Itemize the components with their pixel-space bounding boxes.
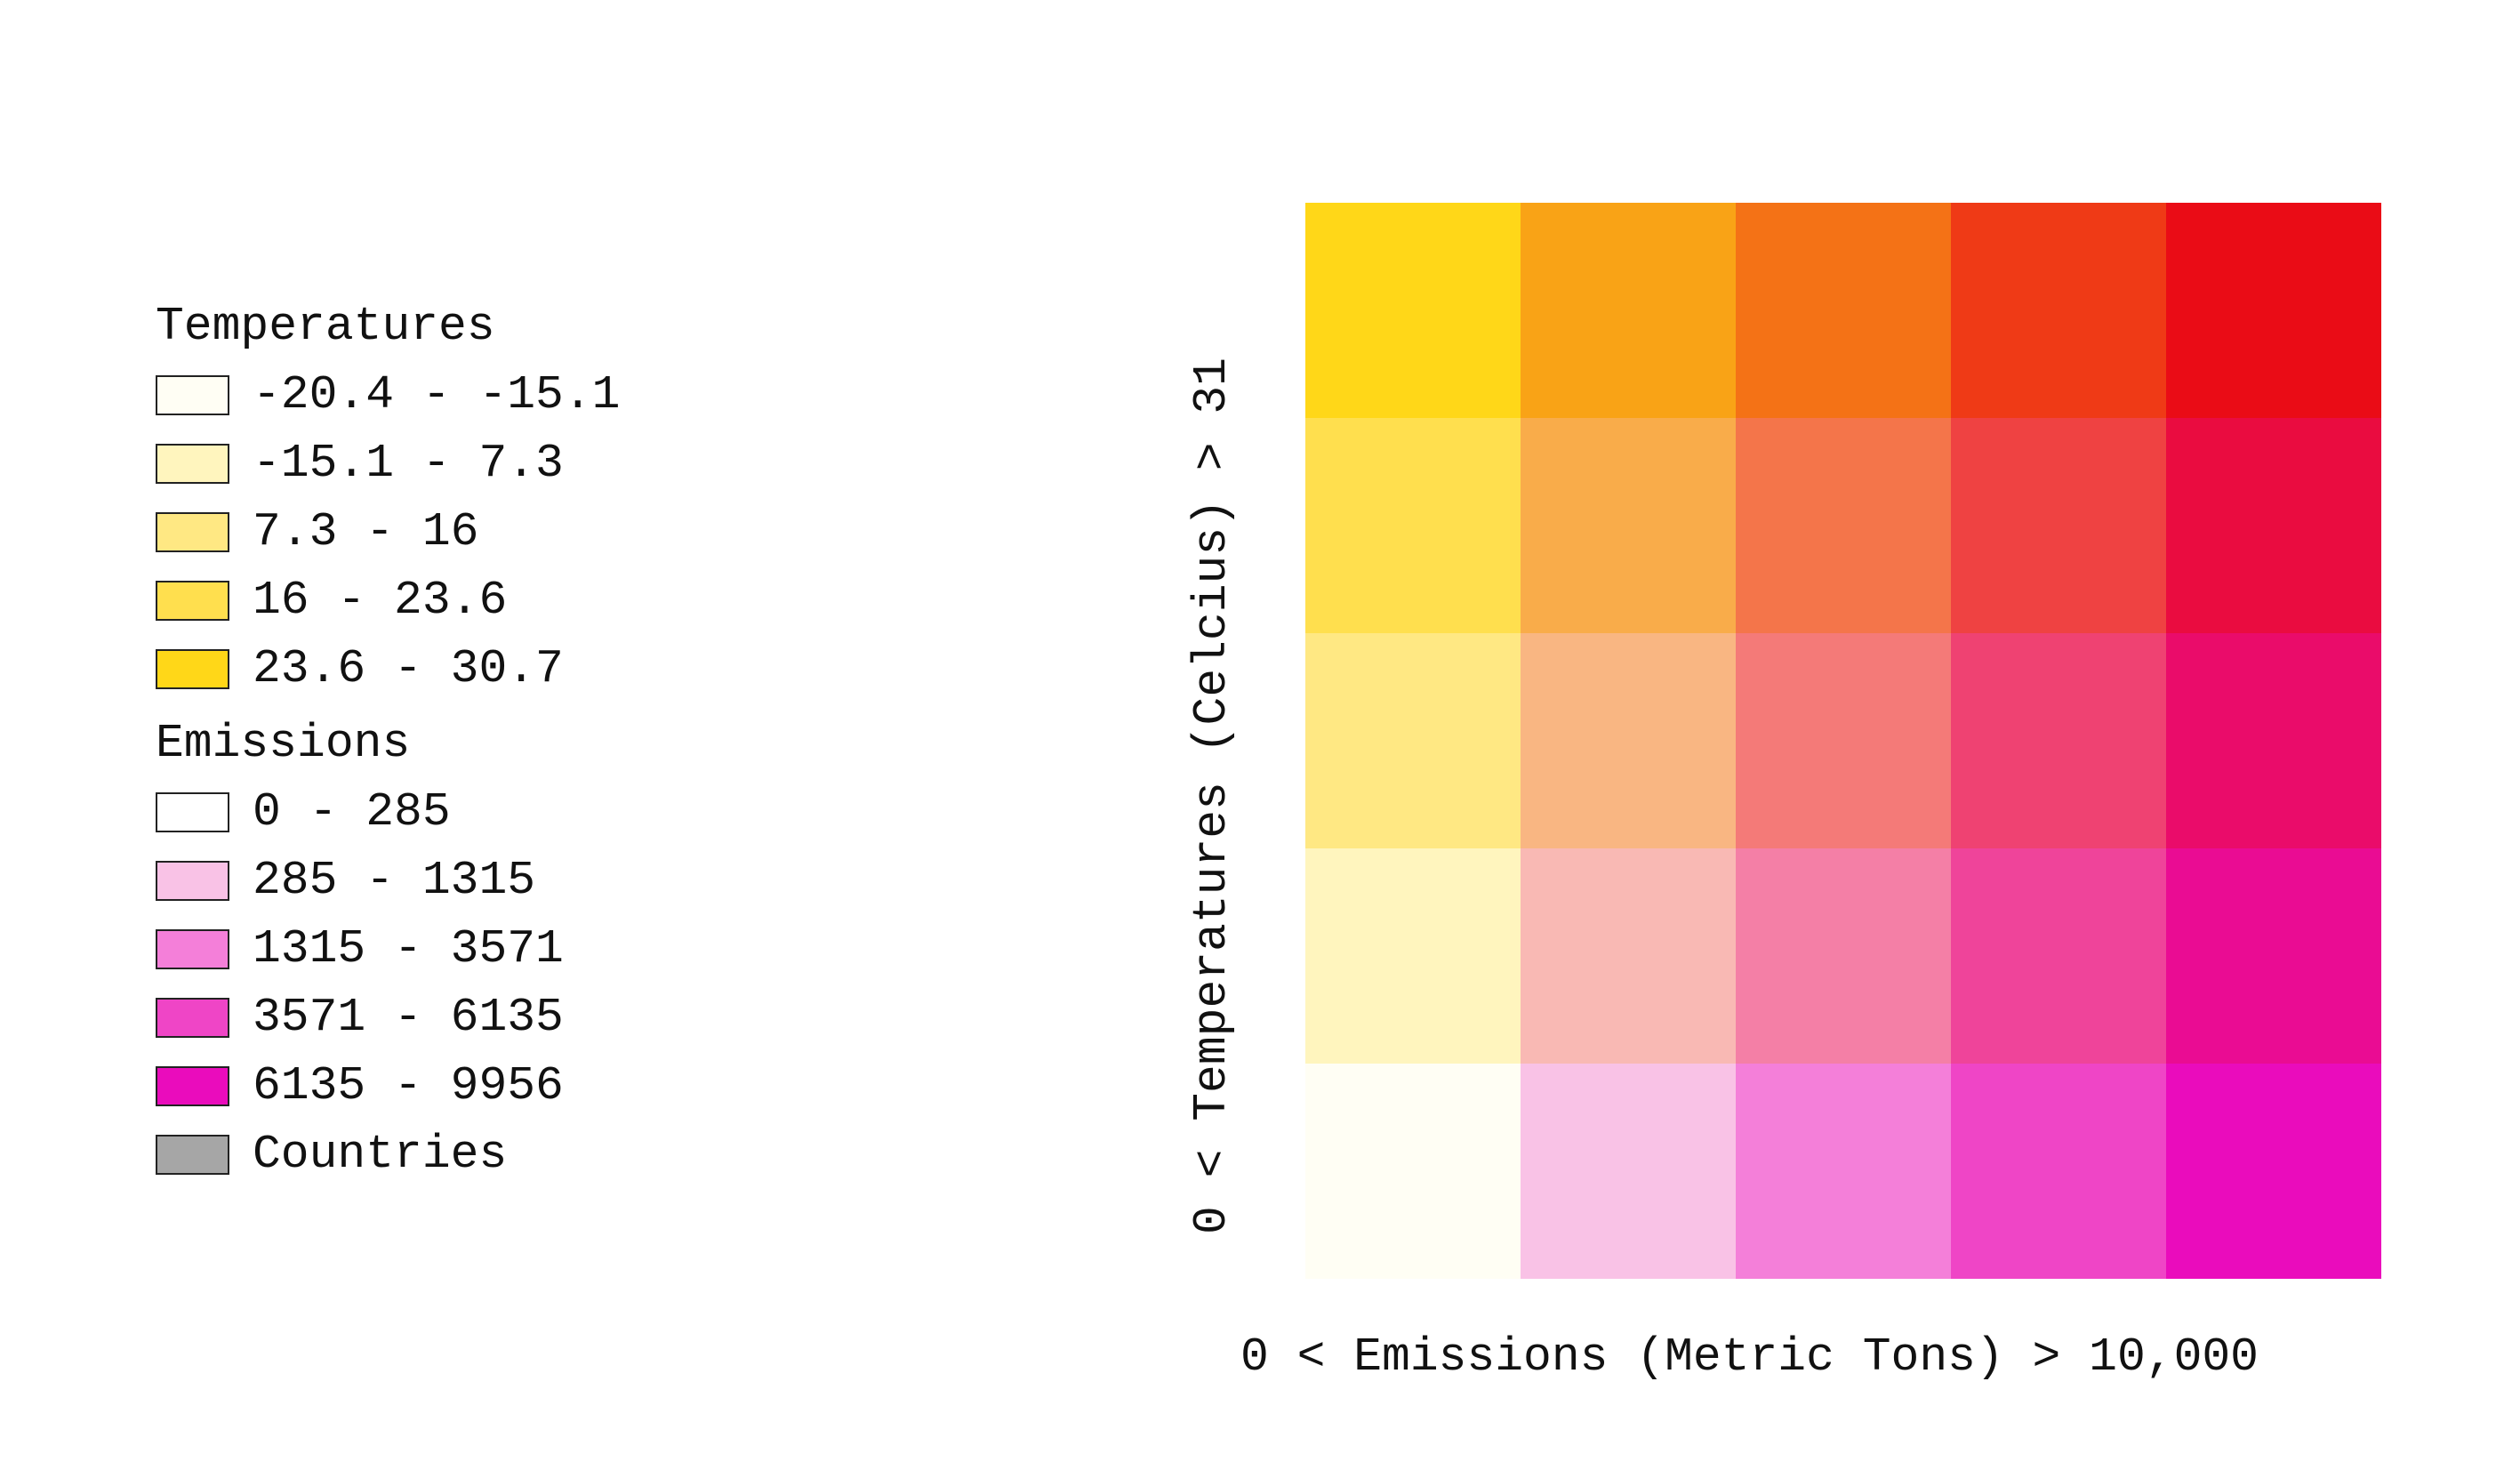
grid-cell-r1-c3 bbox=[1951, 418, 2166, 633]
legend-title-emissions: Emissions bbox=[156, 717, 411, 770]
legend-item-emission: 1315 - 3571 bbox=[156, 915, 956, 984]
legend-item-temperature: -15.1 - 7.3 bbox=[156, 430, 956, 498]
grid-cell-r4-c2 bbox=[1736, 1064, 1951, 1279]
grid-cell-r0-c3 bbox=[1951, 203, 2166, 418]
legend-swatch bbox=[156, 375, 229, 415]
grid-cell-r2-c3 bbox=[1951, 633, 2166, 848]
grid-cell-r3-c3 bbox=[1951, 848, 2166, 1064]
legend-label: -20.4 - -15.1 bbox=[253, 368, 621, 422]
legend-label: 16 - 23.6 bbox=[253, 574, 508, 627]
legend-item-emission: 3571 - 6135 bbox=[156, 984, 956, 1052]
grid-cell-r3-c0 bbox=[1305, 848, 1521, 1064]
legend: Temperatures -20.4 - -15.1 -15.1 - 7.3 7… bbox=[156, 292, 956, 1189]
grid-cell-r1-c0 bbox=[1305, 418, 1521, 633]
legend-swatch bbox=[156, 1135, 229, 1175]
legend-label: 23.6 - 30.7 bbox=[253, 642, 564, 695]
legend-label: 7.3 - 16 bbox=[253, 505, 479, 558]
legend-item-emission: 285 - 1315 bbox=[156, 847, 956, 915]
grid-cell-r2-c2 bbox=[1736, 633, 1951, 848]
legend-label: -15.1 - 7.3 bbox=[253, 437, 564, 490]
grid-cell-r2-c4 bbox=[2166, 633, 2381, 848]
grid-cell-r0-c1 bbox=[1521, 203, 1736, 418]
legend-label: 0 - 285 bbox=[253, 785, 451, 839]
y-axis-label: 0 < Temperatures (Celcius) > 31 bbox=[1185, 357, 1239, 1234]
legend-item-temperature: 16 - 23.6 bbox=[156, 566, 956, 635]
legend-label: 6135 - 9956 bbox=[253, 1059, 564, 1113]
grid-cell-r4-c0 bbox=[1305, 1064, 1521, 1279]
grid-cell-r2-c0 bbox=[1305, 633, 1521, 848]
legend-item-countries: Countries bbox=[156, 1121, 956, 1189]
grid-cell-r2-c1 bbox=[1521, 633, 1736, 848]
legend-item-temperature: 7.3 - 16 bbox=[156, 498, 956, 566]
legend-swatch bbox=[156, 998, 229, 1038]
legend-label: 285 - 1315 bbox=[253, 854, 536, 907]
legend-label: 3571 - 6135 bbox=[253, 991, 564, 1044]
legend-swatch bbox=[156, 581, 229, 621]
grid-cell-r1-c2 bbox=[1736, 418, 1951, 633]
legend-label: Countries bbox=[253, 1128, 508, 1181]
legend-title-temperatures: Temperatures bbox=[156, 300, 495, 353]
grid-cell-r3-c4 bbox=[2166, 848, 2381, 1064]
grid-cell-r1-c4 bbox=[2166, 418, 2381, 633]
grid-cell-r0-c4 bbox=[2166, 203, 2381, 418]
grid-cell-r0-c2 bbox=[1736, 203, 1951, 418]
grid-cell-r4-c4 bbox=[2166, 1064, 2381, 1279]
legend-item-temperature: 23.6 - 30.7 bbox=[156, 635, 956, 703]
legend-item-emission: 6135 - 9956 bbox=[156, 1052, 956, 1121]
grid-cell-r4-c1 bbox=[1521, 1064, 1736, 1279]
legend-label: 1315 - 3571 bbox=[253, 922, 564, 976]
grid-cell-r4-c3 bbox=[1951, 1064, 2166, 1279]
x-axis-label: 0 < Emissions (Metric Tons) > 10,000 bbox=[1240, 1330, 2259, 1384]
legend-item-temperature: -20.4 - -15.1 bbox=[156, 361, 956, 430]
legend-swatch bbox=[156, 1066, 229, 1106]
legend-swatch bbox=[156, 649, 229, 689]
grid-cell-r3-c2 bbox=[1736, 848, 1951, 1064]
grid-cell-r0-c0 bbox=[1305, 203, 1521, 418]
legend-swatch bbox=[156, 792, 229, 832]
legend-swatch bbox=[156, 512, 229, 552]
grid-cell-r1-c1 bbox=[1521, 418, 1736, 633]
grid-cell-r3-c1 bbox=[1521, 848, 1736, 1064]
legend-swatch bbox=[156, 444, 229, 484]
legend-swatch bbox=[156, 861, 229, 901]
legend-swatch bbox=[156, 929, 229, 969]
bivariate-grid bbox=[1305, 203, 2381, 1279]
legend-item-emission: 0 - 285 bbox=[156, 778, 956, 847]
